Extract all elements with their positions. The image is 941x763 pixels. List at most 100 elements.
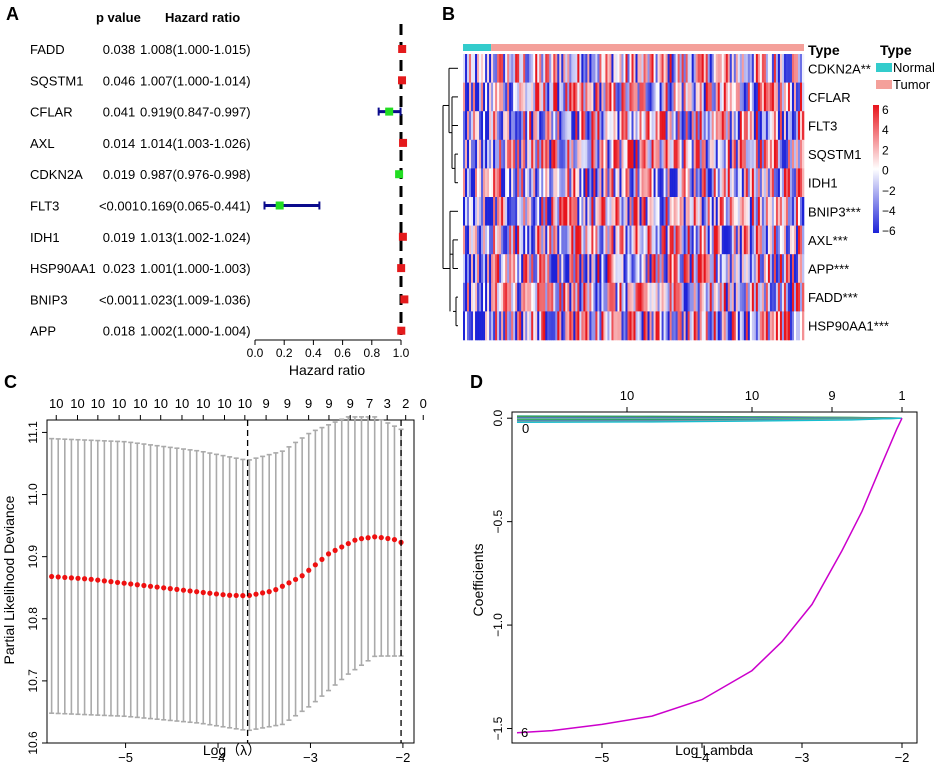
heatmap-cell — [467, 254, 469, 283]
heatmap-cell — [750, 111, 752, 140]
cv-x-tick-label: −3 — [303, 750, 318, 763]
heatmap-cell — [513, 54, 515, 83]
heatmap-cell — [507, 254, 509, 283]
heatmap-cell — [503, 140, 505, 169]
heatmap-cell — [465, 83, 467, 112]
heatmap-cell — [636, 83, 638, 112]
heatmap-cell — [557, 140, 559, 169]
heatmap-cell — [557, 197, 559, 226]
heatmap-cell — [463, 111, 465, 140]
heatmap-cell — [702, 283, 704, 312]
heatmap-cell — [692, 140, 694, 169]
heatmap-cell — [487, 283, 489, 312]
heatmap-cell — [700, 111, 702, 140]
heatmap-cell — [529, 140, 531, 169]
heatmap-cell — [541, 111, 543, 140]
heatmap-cell — [798, 283, 800, 312]
heatmap-cell — [607, 197, 609, 226]
heatmap-cell — [623, 111, 625, 140]
heatmap-cell — [798, 254, 800, 283]
heatmap-cell — [581, 311, 583, 340]
heatmap-cell — [736, 111, 738, 140]
heatmap-cell — [479, 197, 481, 226]
heatmap-cell — [680, 140, 682, 169]
heatmap-cell — [567, 111, 569, 140]
heatmap-cell — [521, 254, 523, 283]
heatmap-cell — [525, 111, 527, 140]
heatmap-cell — [567, 197, 569, 226]
heatmap-cell — [658, 54, 660, 83]
heatmap-cell — [577, 254, 579, 283]
heatmap-cell — [750, 83, 752, 112]
heatmap-cell — [784, 311, 786, 340]
heatmap-cell — [802, 111, 804, 140]
heatmap-cell — [754, 197, 756, 226]
heatmap-cell — [704, 54, 706, 83]
heatmap-cell — [662, 168, 664, 197]
heatmap-cell — [668, 140, 670, 169]
heatmap-cell — [483, 140, 485, 169]
heatmap-cell — [491, 226, 493, 255]
heatmap-cell — [732, 197, 734, 226]
heatmap-cell — [668, 283, 670, 312]
heatmap-cell — [599, 254, 601, 283]
heatmap-cell — [515, 83, 517, 112]
heatmap-cell — [489, 111, 491, 140]
heatmap-cell — [716, 168, 718, 197]
heatmap-cell — [714, 283, 716, 312]
heatmap-cell — [636, 283, 638, 312]
heatmap-row-label: BNIP3*** — [808, 204, 861, 219]
heatmap-cell — [547, 54, 549, 83]
heatmap-cell — [623, 226, 625, 255]
heatmap-cell — [730, 54, 732, 83]
heatmap-cell — [648, 83, 650, 112]
heatmap-cell — [686, 83, 688, 112]
heatmap-cell — [553, 54, 555, 83]
heatmap-cell — [503, 54, 505, 83]
heatmap-cell — [499, 197, 501, 226]
heatmap-cell — [774, 54, 776, 83]
coefficient-path-plot: −5 −4 −3 −2−1.5−1.0−0.50.0 10 10 9 1 0 6 Log L… — [470, 388, 917, 763]
heatmap-cell — [702, 54, 704, 83]
heatmap-cell — [722, 83, 724, 112]
heatmap-cell — [607, 111, 609, 140]
heatmap-cell — [658, 140, 660, 169]
heatmap-cell — [636, 197, 638, 226]
heatmap-cell — [688, 254, 690, 283]
heatmap-cell — [690, 83, 692, 112]
heatmap-cell — [627, 254, 629, 283]
heatmap-cell — [746, 168, 748, 197]
heatmap-cell — [485, 83, 487, 112]
heatmap-cell — [734, 140, 736, 169]
heatmap-cell — [585, 226, 587, 255]
heatmap-cell — [565, 311, 567, 340]
heatmap-cell — [696, 168, 698, 197]
heatmap-cell — [529, 226, 531, 255]
heatmap-cell — [792, 197, 794, 226]
panel-label-b: B — [442, 4, 455, 24]
heatmap-cell — [629, 254, 631, 283]
heatmap-cell — [551, 254, 553, 283]
heatmap-cell — [569, 168, 571, 197]
heatmap-cell — [650, 226, 652, 255]
cv-mean-point — [220, 592, 225, 597]
heatmap-cell — [708, 111, 710, 140]
heatmap-cell — [519, 83, 521, 112]
heatmap-cell — [495, 254, 497, 283]
heatmap-cell — [497, 83, 499, 112]
heatmap-cell — [511, 254, 513, 283]
heatmap-cell — [563, 226, 565, 255]
heatmap-cell — [521, 111, 523, 140]
heatmap-cell — [744, 311, 746, 340]
heatmap-cell — [694, 83, 696, 112]
heatmap-cell — [487, 140, 489, 169]
heatmap-cell — [634, 140, 636, 169]
heatmap-cell — [726, 226, 728, 255]
heatmap-cell — [760, 311, 762, 340]
heatmap-cell — [648, 168, 650, 197]
forest-hr-text: 0.919(0.847-0.997) — [140, 105, 251, 120]
heatmap-cell — [728, 283, 730, 312]
cv-mean-point — [82, 576, 87, 581]
heatmap-cell — [547, 254, 549, 283]
heatmap-cell — [581, 254, 583, 283]
